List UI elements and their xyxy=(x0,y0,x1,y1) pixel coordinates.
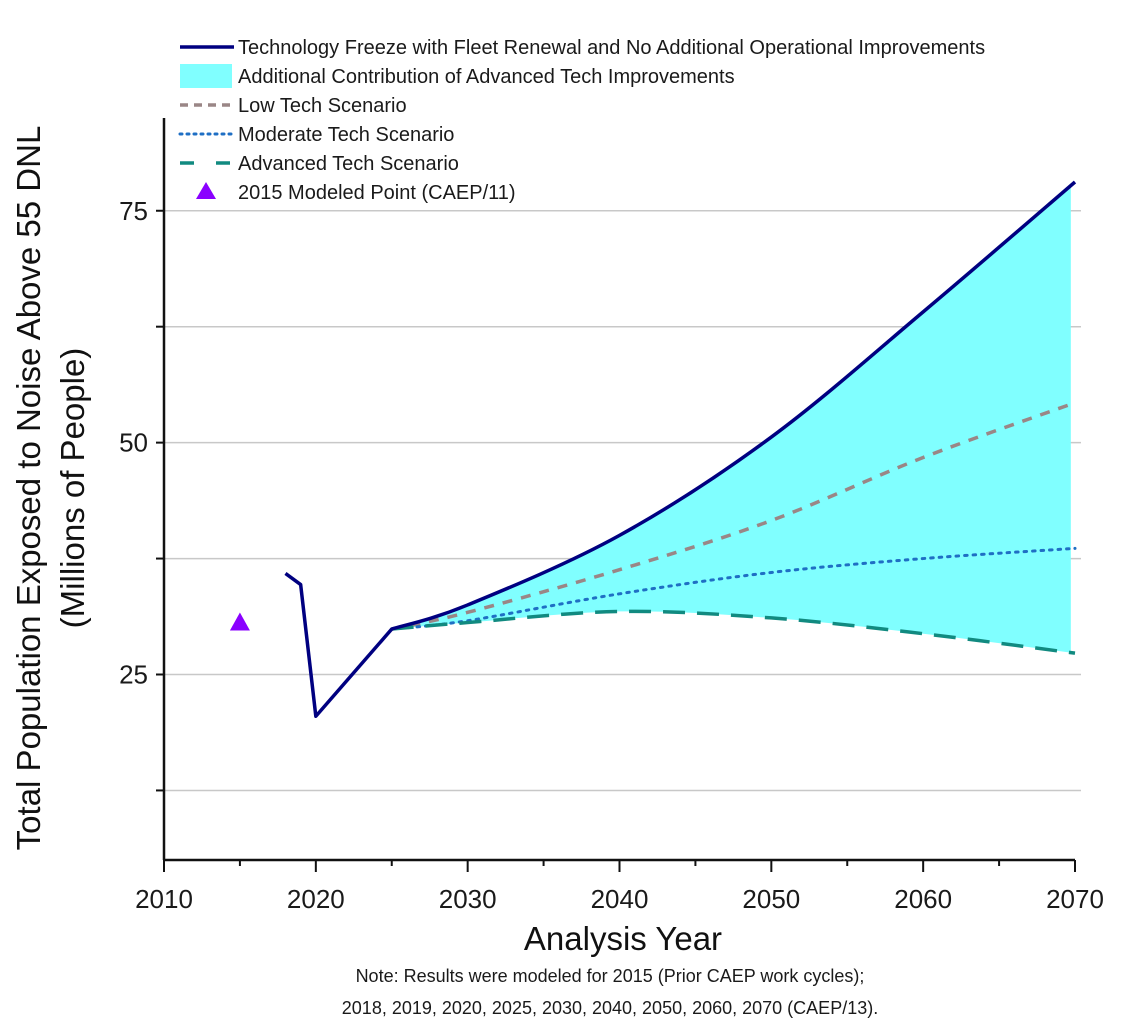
legend-label: Advanced Tech Scenario xyxy=(238,153,459,175)
x-tick-label: 2030 xyxy=(439,884,497,914)
note-line-2: 2018, 2019, 2020, 2025, 2030, 2040, 2050… xyxy=(342,998,878,1018)
x-tick-label: 2050 xyxy=(742,884,800,914)
legend-swatch-triangle xyxy=(196,182,216,199)
legend-label: Moderate Tech Scenario xyxy=(238,124,454,146)
series-layer xyxy=(284,180,1077,718)
x-tick-label: 2040 xyxy=(591,884,649,914)
legend-label: Additional Contribution of Advanced Tech… xyxy=(238,66,735,88)
points-layer xyxy=(229,612,250,631)
y-tick-label: 25 xyxy=(119,660,148,690)
series-line-moderate-tech-scenario xyxy=(390,546,1077,631)
legend: Technology Freeze with Fleet Renewal and… xyxy=(178,37,985,204)
band-fill-advanced-tech-contribution xyxy=(391,185,1071,653)
legend-label: 2015 Modeled Point (CAEP/11) xyxy=(238,182,516,204)
x-tick-label: 2020 xyxy=(287,884,345,914)
x-tick-label: 2060 xyxy=(894,884,952,914)
y-axis-title-line2: (Millions of People) xyxy=(54,348,91,629)
band-layer xyxy=(391,185,1071,653)
legend-swatch-fill xyxy=(180,64,232,88)
legend-item: 2015 Modeled Point (CAEP/11) xyxy=(196,182,516,204)
legend-item: Advanced Tech Scenario xyxy=(180,153,459,175)
y-axis-title-line1: Total Population Exposed to Noise Above … xyxy=(10,126,47,851)
y-tick-label: 50 xyxy=(119,428,148,458)
legend-label: Technology Freeze with Fleet Renewal and… xyxy=(238,37,985,59)
legend-item: Low Tech Scenario xyxy=(180,95,407,117)
series-line-technology-freeze xyxy=(284,180,1077,718)
axes: 25 50 75 2010 2020 2030 2040 2050 2060 2070 xyxy=(119,118,1104,914)
x-tick-label: 2070 xyxy=(1046,884,1104,914)
series-line-advanced-tech-scenario xyxy=(391,609,1076,655)
y-tick-label: 75 xyxy=(119,196,148,226)
note-line-1: Note: Results were modeled for 2015 (Pri… xyxy=(356,966,865,986)
x-tick-label: 2010 xyxy=(135,884,193,914)
triangle-marker-2015-modeled-point xyxy=(229,612,250,631)
legend-label: Low Tech Scenario xyxy=(238,95,407,117)
legend-item: Moderate Tech Scenario xyxy=(178,124,454,146)
legend-item: Technology Freeze with Fleet Renewal and… xyxy=(180,37,985,59)
legend-item: Additional Contribution of Advanced Tech… xyxy=(180,64,735,88)
x-axis-title: Analysis Year xyxy=(524,920,722,957)
series-line-low-tech-scenario xyxy=(391,401,1076,631)
